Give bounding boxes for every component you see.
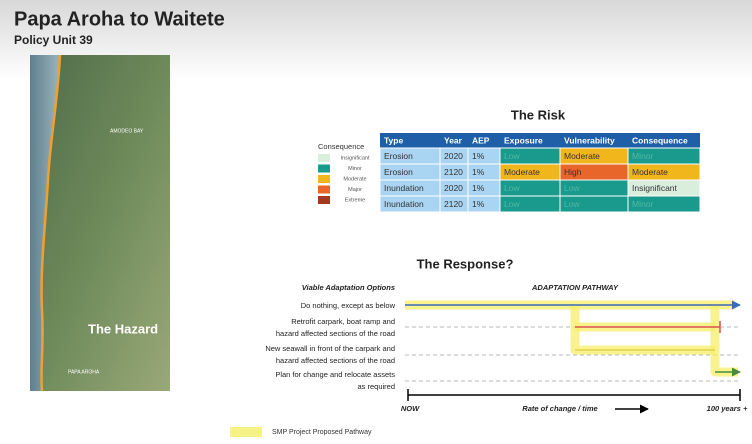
table-cell-text: Minor (632, 151, 653, 161)
table-cell-text: Inundation (384, 183, 424, 193)
table-cell-text: 1% (472, 151, 485, 161)
table-header: Consequence (632, 135, 688, 145)
option-text: Retrofit carpark, boat ramp and (291, 317, 395, 326)
map-label: AMODEO BAY (110, 128, 144, 134)
table-header: Year (444, 135, 463, 145)
option-text: Do nothing, except as below (301, 301, 396, 310)
option-text: hazard affected sections of the road (276, 329, 395, 338)
table-header: Type (384, 135, 403, 145)
table-cell-text: 2120 (444, 167, 463, 177)
axis-label: 100 years + (707, 404, 748, 413)
table-cell-text: 1% (472, 167, 485, 177)
axis-label: NOW (401, 404, 420, 413)
table-cell-text: High (564, 167, 582, 177)
table-cell-text: Insignificant (632, 183, 678, 193)
pathway-heading: ADAPTATION PATHWAY (531, 283, 619, 292)
table-cell-text: 1% (472, 199, 485, 209)
table-cell-text: Minor (632, 199, 653, 209)
legend-swatch (318, 196, 330, 204)
legend-label: SMP Project Proposed Pathway (272, 429, 372, 436)
table-cell-text: 2020 (444, 183, 463, 193)
table-cell-text: 2120 (444, 199, 463, 209)
axis-label: Rate of change / time (522, 404, 597, 413)
map-caption: The Hazard (88, 321, 158, 336)
slide: Papa Aroha to Waitete Policy Unit 39 AMODE… (0, 0, 752, 444)
legend-label: Extreme (345, 197, 365, 203)
table-header: Vulnerability (564, 135, 615, 145)
table-cell-text: Moderate (632, 167, 668, 177)
option-text: as required (357, 382, 395, 391)
table-cell-text: Low (504, 183, 520, 193)
legend-swatch (318, 186, 330, 194)
option-text: New seawall in front of the carpark and (265, 344, 395, 353)
options-heading: Viable Adaptation Options (302, 283, 395, 292)
table-cell-text: 1% (472, 183, 485, 193)
table-header: AEP (472, 135, 490, 145)
table-cell-text: 2020 (444, 151, 463, 161)
legend-swatch (318, 154, 330, 162)
table-cell-text: Moderate (564, 151, 600, 161)
option-text: hazard affected sections of the road (276, 356, 395, 365)
title: Papa Aroha to Waitete (14, 8, 225, 30)
table-cell-text: Erosion (384, 151, 413, 161)
legend-label: Moderate (343, 176, 366, 182)
legend-label: Major (348, 187, 362, 193)
legend-swatch (318, 175, 330, 183)
table-cell-text: Low (504, 151, 520, 161)
response-title: The Response? (417, 256, 514, 271)
table-cell-text: Inundation (384, 199, 424, 209)
table-cell-text: Low (564, 199, 580, 209)
subtitle: Policy Unit 39 (14, 33, 93, 47)
table-cell-text: Low (504, 199, 520, 209)
map (30, 55, 170, 391)
option-text: Plan for change and relocate assets (275, 370, 395, 379)
legend-title: Consequence (318, 142, 364, 151)
table-cell-text: Erosion (384, 167, 413, 177)
table-cell-text: Low (564, 183, 580, 193)
legend-label: Minor (348, 166, 362, 172)
pathway-highlight (715, 305, 738, 372)
risk-title: The Risk (511, 107, 566, 122)
map-label: PAPA AROHA (68, 369, 100, 375)
table-cell-text: Moderate (504, 167, 540, 177)
legend-swatch (230, 427, 262, 437)
legend-swatch (318, 165, 330, 173)
legend-label: Insignificant (340, 155, 370, 161)
table-header: Exposure (504, 135, 543, 145)
